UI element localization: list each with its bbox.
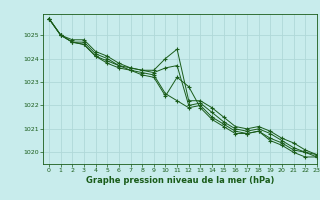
X-axis label: Graphe pression niveau de la mer (hPa): Graphe pression niveau de la mer (hPa) — [86, 176, 274, 185]
